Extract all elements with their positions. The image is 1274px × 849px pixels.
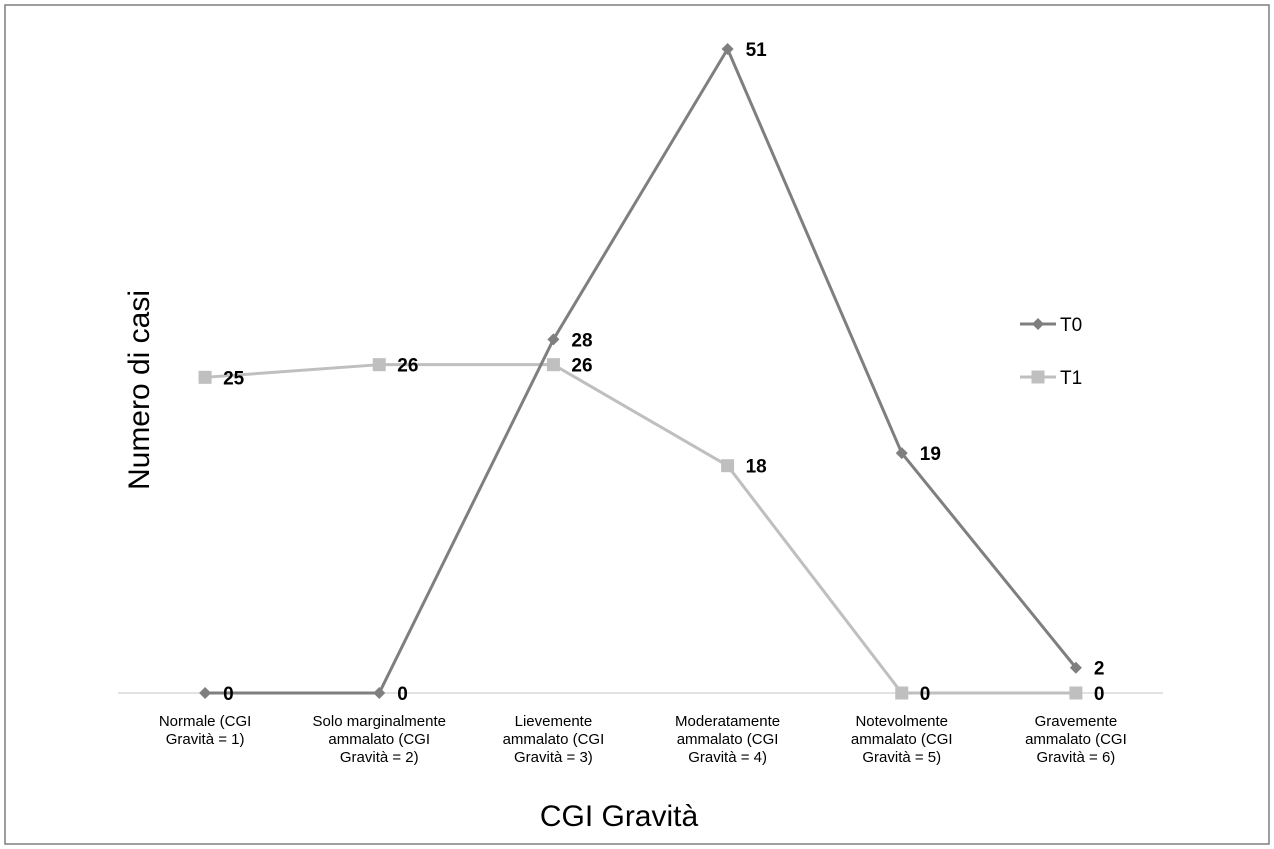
data-point-t1 [546, 358, 560, 372]
data-point-t0 [1069, 661, 1082, 674]
data-label-t0: 28 [571, 330, 592, 351]
data-label-t1: 26 [397, 356, 418, 377]
x-tick-label: Gravemente ammalato (CGI Gravità = 6) [1025, 713, 1127, 766]
x-tick-label: Notevolmente ammalato (CGI Gravità = 5) [851, 713, 953, 766]
data-point-t0 [547, 333, 560, 346]
series-lines [204, 47, 1078, 695]
category-labels: Normale (CGI Gravità = 1) Solo marginalmen… [159, 713, 1127, 766]
legend: T0 T1 [1020, 315, 1082, 389]
data-labels: 25 26 26 18 0 0 0 0 28 51 19 2 [223, 40, 1104, 705]
data-point-t0 [895, 447, 908, 460]
data-point-t1 [198, 370, 212, 384]
data-label-t1: 0 [920, 684, 931, 705]
data-label-t0: 51 [746, 40, 768, 61]
data-point-t1 [721, 459, 735, 473]
y-axis-title: Numero di casi [123, 290, 156, 490]
data-point-t0 [199, 687, 212, 699]
data-label-t1: 26 [571, 356, 592, 377]
data-point-t0 [721, 43, 734, 55]
data-point-t0 [373, 687, 386, 699]
data-label-t0: 19 [920, 444, 941, 465]
x-axis-title: CGI Gravità [540, 800, 699, 833]
data-point-t1 [895, 686, 909, 700]
data-label-t1: 25 [223, 368, 245, 389]
data-point-t1 [1069, 686, 1083, 700]
data-label-t1: 0 [1094, 684, 1105, 705]
series-markers [198, 43, 1083, 700]
chart-border [4, 4, 1270, 845]
x-tick-label: Lievemente ammalato (CGI Gravità = 3) [503, 713, 605, 766]
legend-label-t0: T0 [1060, 315, 1082, 336]
legend-marker-t1 [1031, 370, 1045, 384]
legend-label-t1: T1 [1060, 368, 1082, 389]
data-label-t0: 2 [1094, 659, 1105, 680]
data-point-t1 [372, 358, 386, 372]
data-label-t0: 0 [223, 684, 234, 705]
legend-marker-t0 [1032, 318, 1044, 330]
series-line-t0 [205, 47, 1078, 695]
data-label-t1: 18 [746, 457, 767, 478]
x-tick-label: Normale (CGI Gravità = 1) [159, 713, 252, 748]
x-tick-label: Moderatamente ammalato (CGI Gravità = 4) [675, 713, 780, 766]
data-label-t0: 0 [397, 684, 408, 705]
x-tick-label: Solo marginalmente ammalato (CGI Gravità =… [313, 713, 446, 766]
series-line-t1 [204, 363, 1076, 695]
